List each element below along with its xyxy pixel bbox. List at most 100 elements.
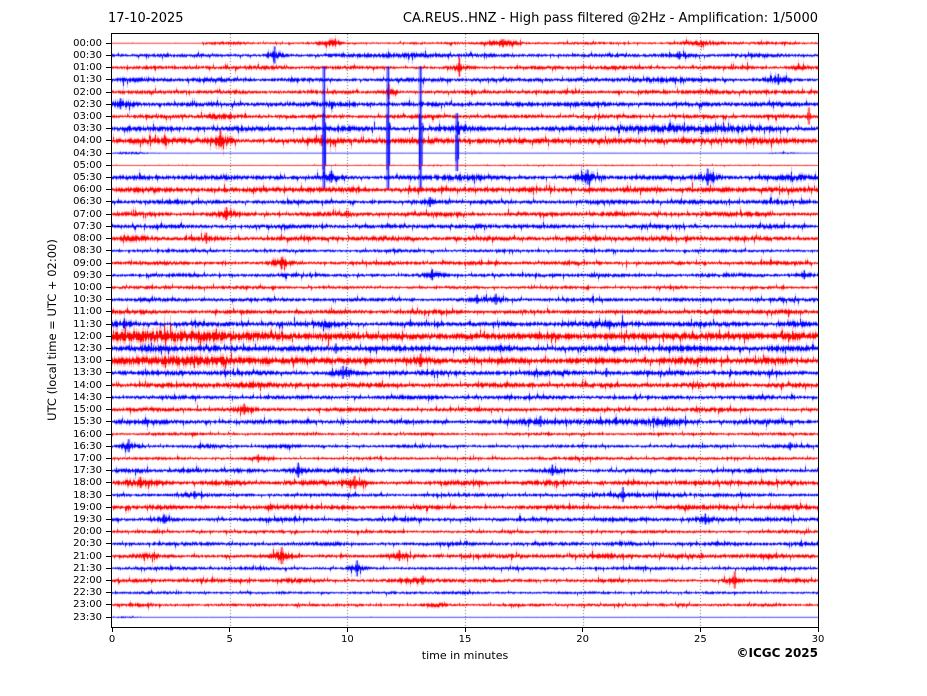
plot-date: 17-10-2025 [108,11,184,26]
x-tick [229,627,231,632]
y-tick-label: 19:00 [73,501,102,513]
y-tick-label: 01:00 [73,62,102,74]
y-tick [106,152,112,154]
y-tick-label: 13:30 [73,367,102,379]
y-tick [106,299,112,301]
y-tick-label: 12:30 [73,343,102,355]
x-tick-label: 30 [811,634,825,645]
y-tick-label: 20:30 [73,538,102,550]
y-tick-label: 18:30 [73,489,102,501]
y-tick [106,164,112,166]
x-tick-label: 20 [576,634,590,645]
y-tick-label: 22:00 [73,575,102,587]
y-tick [106,531,112,533]
y-tick [106,128,112,130]
y-tick [106,567,112,569]
y-tick-label: 07:30 [73,220,102,232]
y-tick [106,201,112,203]
y-tick-label: 19:30 [73,514,102,525]
x-tick [111,627,113,632]
y-tick [106,506,112,508]
x-tick-label: 5 [226,634,233,645]
y-tick-label: 10:00 [73,281,102,293]
y-tick [106,470,112,472]
x-tick [346,627,348,632]
y-tick-label: 02:30 [73,98,102,110]
y-tick-label: 01:30 [73,74,102,86]
y-tick [106,262,112,264]
y-tick [106,592,112,594]
y-tick [106,140,112,142]
y-tick [106,189,112,191]
y-tick [106,103,112,105]
y-tick [106,91,112,93]
y-tick [106,177,112,179]
y-tick-label: 15:00 [73,404,102,416]
y-tick [106,580,112,582]
y-tick [106,274,112,276]
y-tick-label: 06:30 [73,196,102,208]
y-tick-label: 17:00 [73,452,102,464]
y-tick [106,42,112,44]
x-tick [699,627,701,632]
y-tick-label: 22:30 [73,587,102,599]
y-tick [106,286,112,288]
y-tick-label: 00:30 [73,49,102,61]
y-tick-label: 04:30 [73,147,102,159]
y-tick [106,372,112,374]
y-tick [106,555,112,557]
y-tick-label: 16:30 [73,440,102,452]
y-tick-label: 14:30 [73,391,102,403]
y-tick [106,213,112,215]
y-tick [106,482,112,484]
y-tick-label: 10:30 [73,294,102,306]
y-tick-label: 12:00 [73,330,102,342]
x-tick [817,627,819,632]
y-tick [106,311,112,313]
y-tick-label: 09:30 [73,269,102,281]
y-tick-label: 00:00 [73,37,102,49]
y-tick [106,445,112,447]
y-tick-label: 09:00 [73,257,102,269]
y-tick-label: 06:00 [73,184,102,196]
y-tick-label: 14:00 [73,379,102,391]
y-tick-label: 02:00 [73,86,102,98]
x-tick [464,627,466,632]
y-tick [106,79,112,81]
y-tick-label: 08:30 [73,245,102,257]
x-tick-label: 0 [108,634,116,645]
y-tick [106,543,112,545]
y-tick [106,335,112,337]
y-tick-label: 20:00 [73,526,102,538]
y-tick-label: 21:30 [73,562,102,574]
y-tick-label: 04:00 [73,135,102,147]
y-tick [106,519,112,520]
y-tick-label: 13:00 [73,355,102,367]
y-tick-label: 15:30 [73,416,102,428]
x-tick-label: 15 [458,634,472,645]
y-tick-label: 07:00 [73,208,102,220]
y-tick [106,396,112,398]
y-tick [106,115,112,117]
y-tick [106,384,112,386]
y-tick-label: 18:00 [73,477,102,489]
y-tick [106,323,112,325]
y-tick [106,348,112,350]
y-tick [106,360,112,362]
y-tick-label: 17:30 [73,465,102,477]
y-tick [106,409,112,411]
y-tick-label: 23:30 [73,611,102,623]
y-tick [106,494,112,496]
y-tick [106,54,112,56]
x-tick-label: 10 [340,634,354,645]
y-tick-label: 03:30 [73,123,102,135]
y-tick [106,250,112,252]
y-tick-label: 11:00 [73,306,102,318]
y-tick-label: 05:00 [73,159,102,171]
y-tick-label: 16:00 [73,428,102,440]
x-axis-label: time in minutes [421,649,509,662]
y-tick [106,604,112,606]
x-tick [582,627,584,632]
y-tick-label: 11:30 [73,318,102,330]
y-tick-label: 05:30 [73,172,102,184]
